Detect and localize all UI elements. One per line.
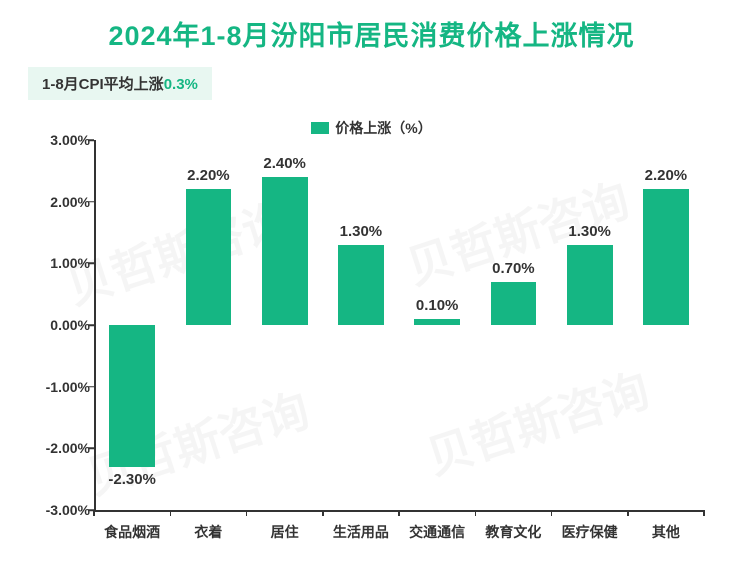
bar-value-label: 0.10% xyxy=(416,297,459,314)
bar-value-label: 2.20% xyxy=(187,167,230,184)
bar xyxy=(338,245,384,325)
x-tick-mark xyxy=(93,510,95,516)
y-tick-label: 0.00% xyxy=(10,317,90,333)
y-tick-label: 2.00% xyxy=(10,194,90,210)
bar-value-label: 2.20% xyxy=(645,167,688,184)
cpi-summary-value: 0.3% xyxy=(164,76,198,93)
x-category-label: 生活用品 xyxy=(333,522,389,542)
bar xyxy=(414,319,460,325)
x-tick-mark xyxy=(703,510,705,516)
chart-area: 贝哲斯咨询 贝哲斯咨询 贝哲斯咨询 贝哲斯咨询 -3.00%-2.00%-1.0… xyxy=(22,128,722,558)
bar-value-label: 0.70% xyxy=(492,260,535,277)
x-tick-mark xyxy=(246,510,248,516)
bar xyxy=(186,189,232,325)
bar xyxy=(567,245,613,325)
cpi-summary-badge: 1-8月CPI平均上涨0.3% xyxy=(28,67,212,100)
chart-title: 2024年1-8月汾阳市居民消费价格上涨情况 xyxy=(0,0,743,53)
x-tick-mark xyxy=(398,510,400,516)
x-category-label: 居住 xyxy=(271,522,299,542)
y-tick-label: -1.00% xyxy=(10,379,90,395)
y-tick-label: -2.00% xyxy=(10,440,90,456)
x-category-label: 食品烟酒 xyxy=(104,522,160,542)
bar-value-label: 2.40% xyxy=(263,155,306,172)
x-tick-mark xyxy=(475,510,477,516)
bar-value-label: 1.30% xyxy=(340,223,383,240)
bar xyxy=(491,282,537,325)
y-tick-label: 1.00% xyxy=(10,255,90,271)
bar-value-label: -2.30% xyxy=(108,471,156,488)
y-tick-label: 3.00% xyxy=(10,132,90,148)
y-tick-label: -3.00% xyxy=(10,502,90,518)
bar-value-label: 1.30% xyxy=(568,223,611,240)
x-category-label: 交通通信 xyxy=(409,522,465,542)
x-category-label: 衣着 xyxy=(194,522,222,542)
bar xyxy=(262,177,308,325)
bar xyxy=(109,325,155,467)
bar xyxy=(643,189,689,325)
x-category-label: 医疗保健 xyxy=(562,522,618,542)
x-tick-mark xyxy=(627,510,629,516)
x-category-label: 其他 xyxy=(652,522,680,542)
x-tick-mark xyxy=(322,510,324,516)
x-tick-mark xyxy=(170,510,172,516)
x-category-label: 教育文化 xyxy=(485,522,541,542)
x-tick-mark xyxy=(551,510,553,516)
plot-area xyxy=(94,140,704,510)
cpi-summary-prefix: 1-8月CPI平均上涨 xyxy=(42,76,164,93)
